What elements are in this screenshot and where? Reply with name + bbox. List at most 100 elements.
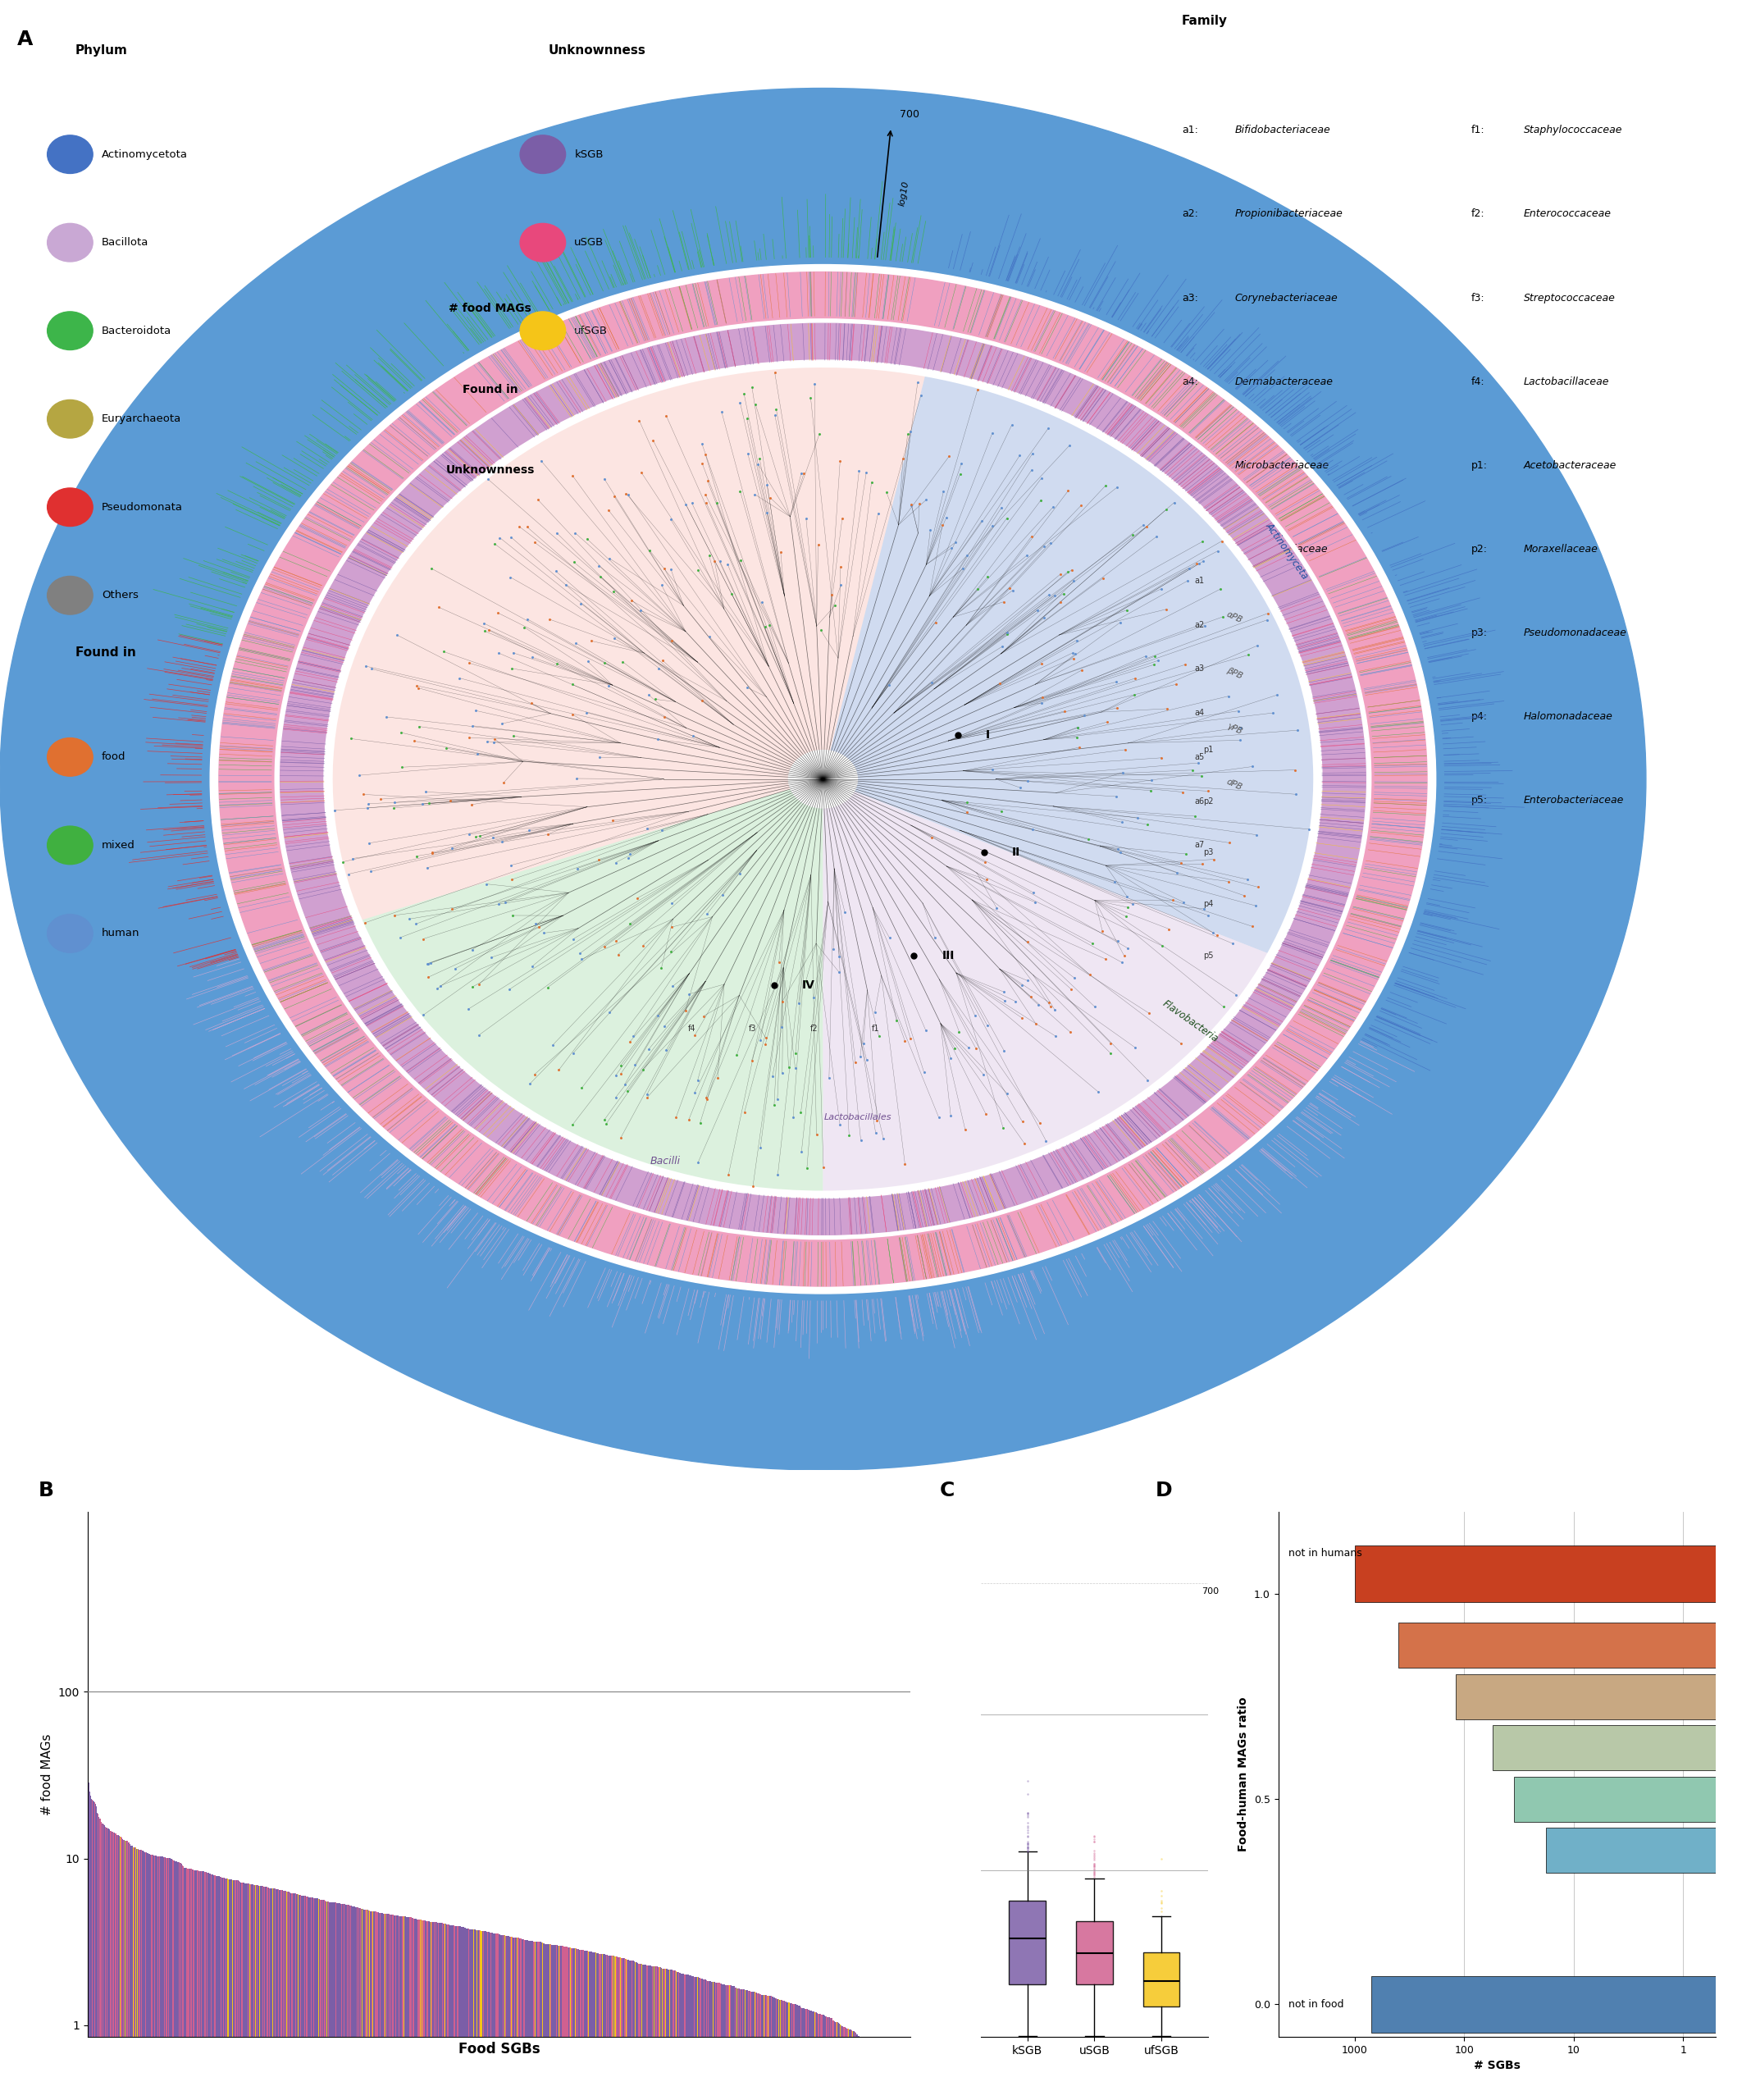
Text: 700: 700 xyxy=(900,109,919,120)
Text: a1:: a1: xyxy=(1182,124,1198,136)
Text: uSGB: uSGB xyxy=(574,237,604,248)
Text: Propionibacteriaceae: Propionibacteriaceae xyxy=(1234,208,1343,218)
Text: Found in: Found in xyxy=(462,384,518,395)
Y-axis label: Food-human MAGs ratio: Food-human MAGs ratio xyxy=(1238,1697,1248,1852)
Text: Micrococcaceae: Micrococcaceae xyxy=(1234,628,1317,638)
Text: p3: p3 xyxy=(1203,848,1213,857)
Text: kSGB: kSGB xyxy=(574,149,604,160)
Text: a2:: a2: xyxy=(1182,208,1198,218)
Text: p2: p2 xyxy=(1203,798,1213,804)
X-axis label: # SGBs: # SGBs xyxy=(1474,2060,1520,2073)
Text: food: food xyxy=(102,752,126,762)
Text: Corynebacteriaceae: Corynebacteriaceae xyxy=(1234,292,1338,302)
Text: a4: a4 xyxy=(1194,710,1205,716)
PathPatch shape xyxy=(1009,1901,1045,1984)
Text: Enterobacteriaceae: Enterobacteriaceae xyxy=(1523,796,1623,806)
Text: a1: a1 xyxy=(1194,578,1205,584)
Text: p1: p1 xyxy=(1203,746,1213,754)
Circle shape xyxy=(324,361,1322,1197)
Wedge shape xyxy=(333,368,925,920)
Text: Lactobacillaceae: Lactobacillaceae xyxy=(1523,376,1609,386)
Text: f2: f2 xyxy=(811,1025,818,1033)
Text: βPB: βPB xyxy=(1226,666,1243,680)
Text: Pseudomonadaceae: Pseudomonadaceae xyxy=(1523,628,1627,638)
Text: Unknownness: Unknownness xyxy=(447,464,534,477)
Text: II: II xyxy=(1012,846,1021,859)
X-axis label: Food SGBs: Food SGBs xyxy=(459,2041,539,2056)
Text: Bifidobacteriaceae: Bifidobacteriaceae xyxy=(1234,124,1331,136)
Text: Acetobacteraceae: Acetobacteraceae xyxy=(1523,460,1616,470)
Text: f2:: f2: xyxy=(1471,208,1485,218)
Text: a5: a5 xyxy=(1194,754,1205,760)
Text: Streptococcaceae: Streptococcaceae xyxy=(1523,292,1614,302)
Text: Enterococcaceae: Enterococcaceae xyxy=(1523,208,1611,218)
Text: Family: Family xyxy=(1182,15,1227,27)
Text: f3: f3 xyxy=(749,1025,756,1033)
Text: f4: f4 xyxy=(688,1025,695,1033)
Circle shape xyxy=(520,134,566,174)
Circle shape xyxy=(47,487,93,527)
Text: Pseudomonata: Pseudomonata xyxy=(102,502,182,512)
Text: Euryarchaeota: Euryarchaeota xyxy=(102,414,182,424)
Text: Found in: Found in xyxy=(75,647,137,659)
Text: D: D xyxy=(1156,1480,1173,1499)
Text: a7: a7 xyxy=(1194,842,1205,848)
Bar xyxy=(1515,1777,1751,1821)
Text: not in humans: not in humans xyxy=(1289,1548,1362,1558)
Text: f4:: f4: xyxy=(1471,376,1485,386)
Text: p2:: p2: xyxy=(1471,544,1487,554)
Text: Actinomyceta: Actinomyceta xyxy=(1264,521,1310,582)
Text: # food MAGs: # food MAGs xyxy=(448,302,532,315)
Text: a7:: a7: xyxy=(1182,628,1198,638)
Text: A: A xyxy=(18,29,33,48)
Circle shape xyxy=(47,311,93,351)
Text: p1:: p1: xyxy=(1471,460,1487,470)
Text: Actinomycetota: Actinomycetota xyxy=(102,149,187,160)
Text: I: I xyxy=(986,729,989,741)
Wedge shape xyxy=(362,790,823,1191)
Text: p5:: p5: xyxy=(1471,796,1487,806)
Text: Bacilli: Bacilli xyxy=(650,1155,681,1168)
Bar xyxy=(1455,1674,1751,1720)
Text: Bacillota: Bacillota xyxy=(102,237,149,248)
Text: mixed: mixed xyxy=(102,840,135,850)
Text: Flavobacteria: Flavobacteria xyxy=(1161,998,1220,1046)
PathPatch shape xyxy=(1075,1922,1114,1984)
Circle shape xyxy=(47,223,93,262)
Text: a5:: a5: xyxy=(1182,460,1198,470)
Text: f3:: f3: xyxy=(1471,292,1485,302)
Bar xyxy=(1371,1976,1751,2033)
Wedge shape xyxy=(830,376,1313,953)
Text: ufSGB: ufSGB xyxy=(574,326,608,336)
Text: Microbacteriaceae: Microbacteriaceae xyxy=(1234,460,1329,470)
Text: γPB: γPB xyxy=(1226,722,1243,737)
Text: Unknownness: Unknownness xyxy=(548,44,646,57)
Circle shape xyxy=(280,323,1366,1235)
Text: p4: p4 xyxy=(1203,901,1213,907)
Text: a6: a6 xyxy=(1194,798,1205,804)
Text: f1: f1 xyxy=(872,1025,879,1033)
Text: Lactobacillales: Lactobacillales xyxy=(825,1113,891,1121)
Text: Brevibacteriaceae: Brevibacteriaceae xyxy=(1234,544,1327,554)
Text: p4:: p4: xyxy=(1471,712,1487,722)
Text: B: B xyxy=(39,1480,54,1499)
Circle shape xyxy=(219,271,1427,1285)
Bar xyxy=(1399,1623,1751,1667)
Text: dPB: dPB xyxy=(1226,777,1243,792)
Text: III: III xyxy=(942,949,954,962)
Wedge shape xyxy=(823,792,1268,1191)
Text: f1:: f1: xyxy=(1471,124,1485,136)
Circle shape xyxy=(47,737,93,777)
Circle shape xyxy=(47,399,93,439)
Text: a3:: a3: xyxy=(1182,292,1198,302)
Text: Dermabacteraceae: Dermabacteraceae xyxy=(1234,376,1333,386)
Text: human: human xyxy=(102,928,140,939)
Circle shape xyxy=(47,134,93,174)
Circle shape xyxy=(275,319,1371,1239)
Text: a4:: a4: xyxy=(1182,376,1198,386)
Text: 700: 700 xyxy=(1201,1588,1219,1596)
Circle shape xyxy=(520,223,566,262)
Circle shape xyxy=(47,825,93,865)
Text: Moraxellaceae: Moraxellaceae xyxy=(1523,544,1599,554)
Text: p5: p5 xyxy=(1203,951,1213,960)
